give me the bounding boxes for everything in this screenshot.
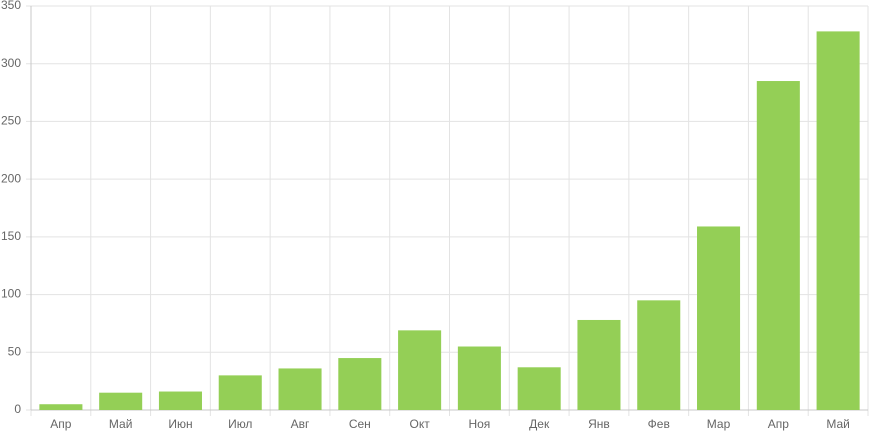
y-tick-label: 150: [1, 229, 21, 243]
bar: [577, 319, 621, 410]
x-tick-label: Июн: [168, 417, 192, 431]
x-tick-label: Сен: [349, 417, 371, 431]
y-tick-label: 0: [14, 402, 21, 416]
bar: [338, 358, 382, 410]
y-tick-label: 350: [1, 0, 21, 12]
x-tick-label: Июл: [228, 417, 252, 431]
bar: [278, 368, 322, 410]
y-tick-label: 300: [1, 56, 21, 70]
bar: [457, 346, 501, 410]
bar: [637, 300, 681, 410]
y-tick-label: 250: [1, 114, 21, 128]
x-tick-label: Окт: [409, 417, 430, 431]
y-tick-label: 200: [1, 171, 21, 185]
x-tick-label: Апр: [768, 417, 790, 431]
bar: [697, 226, 741, 410]
x-tick-label: Ноя: [468, 417, 490, 431]
bar: [39, 404, 83, 410]
x-tick-label: Мар: [707, 417, 731, 431]
bar: [517, 367, 561, 410]
bar: [398, 330, 442, 410]
bar: [756, 81, 800, 411]
bar: [158, 391, 202, 410]
y-tick-label: 100: [1, 287, 21, 301]
x-tick-label: Апр: [50, 417, 72, 431]
x-tick-label: Май: [109, 417, 133, 431]
x-tick-label: Янв: [588, 417, 610, 431]
x-tick-label: Фев: [648, 417, 670, 431]
x-tick-label: Май: [826, 417, 850, 431]
bar: [816, 31, 860, 410]
bar: [99, 392, 143, 410]
x-tick-label: Авг: [291, 417, 310, 431]
x-tick-label: Дек: [529, 417, 550, 431]
bar: [218, 375, 262, 410]
y-tick-label: 50: [8, 344, 22, 358]
